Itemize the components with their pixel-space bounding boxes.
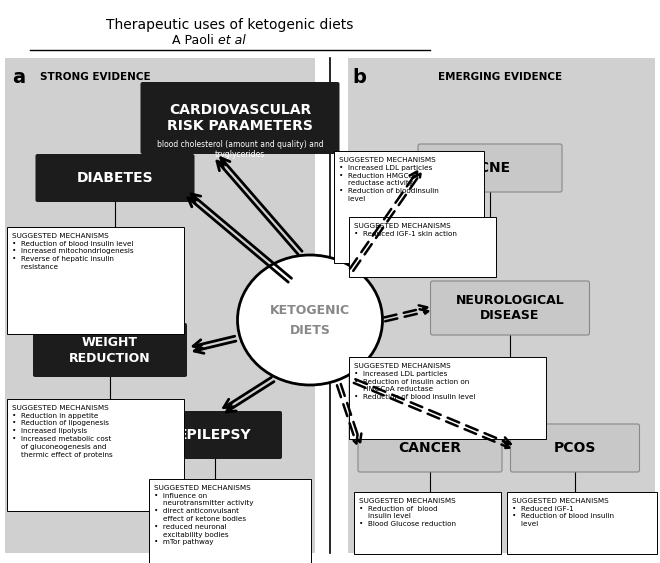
- Text: EMERGING EVIDENCE: EMERGING EVIDENCE: [438, 72, 562, 82]
- Text: EPILEPSY: EPILEPSY: [178, 428, 252, 442]
- Text: SUGGESTED MECHANISMS
•  Reduction of blood insulin level
•  Increased mitochondr: SUGGESTED MECHANISMS • Reduction of bloo…: [12, 233, 133, 270]
- FancyBboxPatch shape: [354, 492, 501, 554]
- FancyBboxPatch shape: [507, 492, 657, 554]
- Text: PCOS: PCOS: [554, 441, 596, 455]
- Text: CARDIOVASCULAR
RISK PARAMETERS: CARDIOVASCULAR RISK PARAMETERS: [167, 103, 313, 133]
- Text: SUGGESTED MECHANISMS
•  influence on
    neurotransmitter activity
•  direct ant: SUGGESTED MECHANISMS • influence on neur…: [154, 485, 253, 545]
- Text: NEUROLOGICAL
DISEASE: NEUROLOGICAL DISEASE: [455, 294, 564, 322]
- FancyBboxPatch shape: [7, 227, 184, 334]
- Text: DIETS: DIETS: [290, 324, 331, 337]
- FancyBboxPatch shape: [418, 144, 562, 192]
- Text: SUGGESTED MECHANISMS
•  Reduction in appetite
•  Reduction of lipogenesis
•  Inc: SUGGESTED MECHANISMS • Reduction in appe…: [12, 405, 113, 458]
- FancyBboxPatch shape: [149, 479, 311, 563]
- FancyBboxPatch shape: [141, 82, 339, 154]
- FancyBboxPatch shape: [334, 151, 484, 263]
- Text: a: a: [12, 68, 25, 87]
- Text: DIABETES: DIABETES: [77, 171, 153, 185]
- FancyBboxPatch shape: [349, 357, 546, 439]
- Text: SUGGESTED MECHANISMS
•  Reduction of  blood
    insulin level
•  Blood Glucose r: SUGGESTED MECHANISMS • Reduction of bloo…: [359, 498, 456, 528]
- Text: b: b: [352, 68, 366, 87]
- Text: CANCER: CANCER: [399, 441, 461, 455]
- FancyBboxPatch shape: [148, 411, 282, 459]
- FancyBboxPatch shape: [7, 399, 184, 511]
- FancyBboxPatch shape: [349, 217, 496, 277]
- FancyBboxPatch shape: [5, 58, 315, 553]
- Text: KETOGENIC: KETOGENIC: [270, 303, 350, 316]
- Text: Therapeutic uses of ketogenic diets: Therapeutic uses of ketogenic diets: [106, 18, 354, 32]
- Text: et al: et al: [218, 34, 246, 47]
- Text: blood cholesterol (amount and quality) and
tryglycerides: blood cholesterol (amount and quality) a…: [156, 140, 323, 159]
- Text: WEIGHT
REDUCTION: WEIGHT REDUCTION: [69, 336, 151, 364]
- Text: STRONG EVIDENCE: STRONG EVIDENCE: [40, 72, 150, 82]
- Text: ACNE: ACNE: [469, 161, 511, 175]
- FancyBboxPatch shape: [510, 424, 640, 472]
- Text: SUGGESTED MECHANISMS
•  Increased LDL particles
•  Reduction of insulin action o: SUGGESTED MECHANISMS • Increased LDL par…: [354, 363, 475, 400]
- Text: SUGGESTED MECHANISMS
•  Reduced IGF-1
•  Reduction of blood insulin
    level: SUGGESTED MECHANISMS • Reduced IGF-1 • R…: [512, 498, 614, 528]
- Ellipse shape: [238, 255, 383, 385]
- FancyBboxPatch shape: [430, 281, 589, 335]
- Text: A Paoli: A Paoli: [172, 34, 218, 47]
- Text: SUGGESTED MECHANISMS
•  Reduced IGF-1 skin action: SUGGESTED MECHANISMS • Reduced IGF-1 ski…: [354, 223, 457, 237]
- FancyBboxPatch shape: [358, 424, 502, 472]
- Text: SUGGESTED MECHANISMS
•  Increased LDL particles
•  Reduction HMGCoA
    reductas: SUGGESTED MECHANISMS • Increased LDL par…: [339, 157, 439, 202]
- FancyBboxPatch shape: [36, 154, 195, 202]
- FancyBboxPatch shape: [348, 58, 655, 553]
- FancyBboxPatch shape: [33, 323, 187, 377]
